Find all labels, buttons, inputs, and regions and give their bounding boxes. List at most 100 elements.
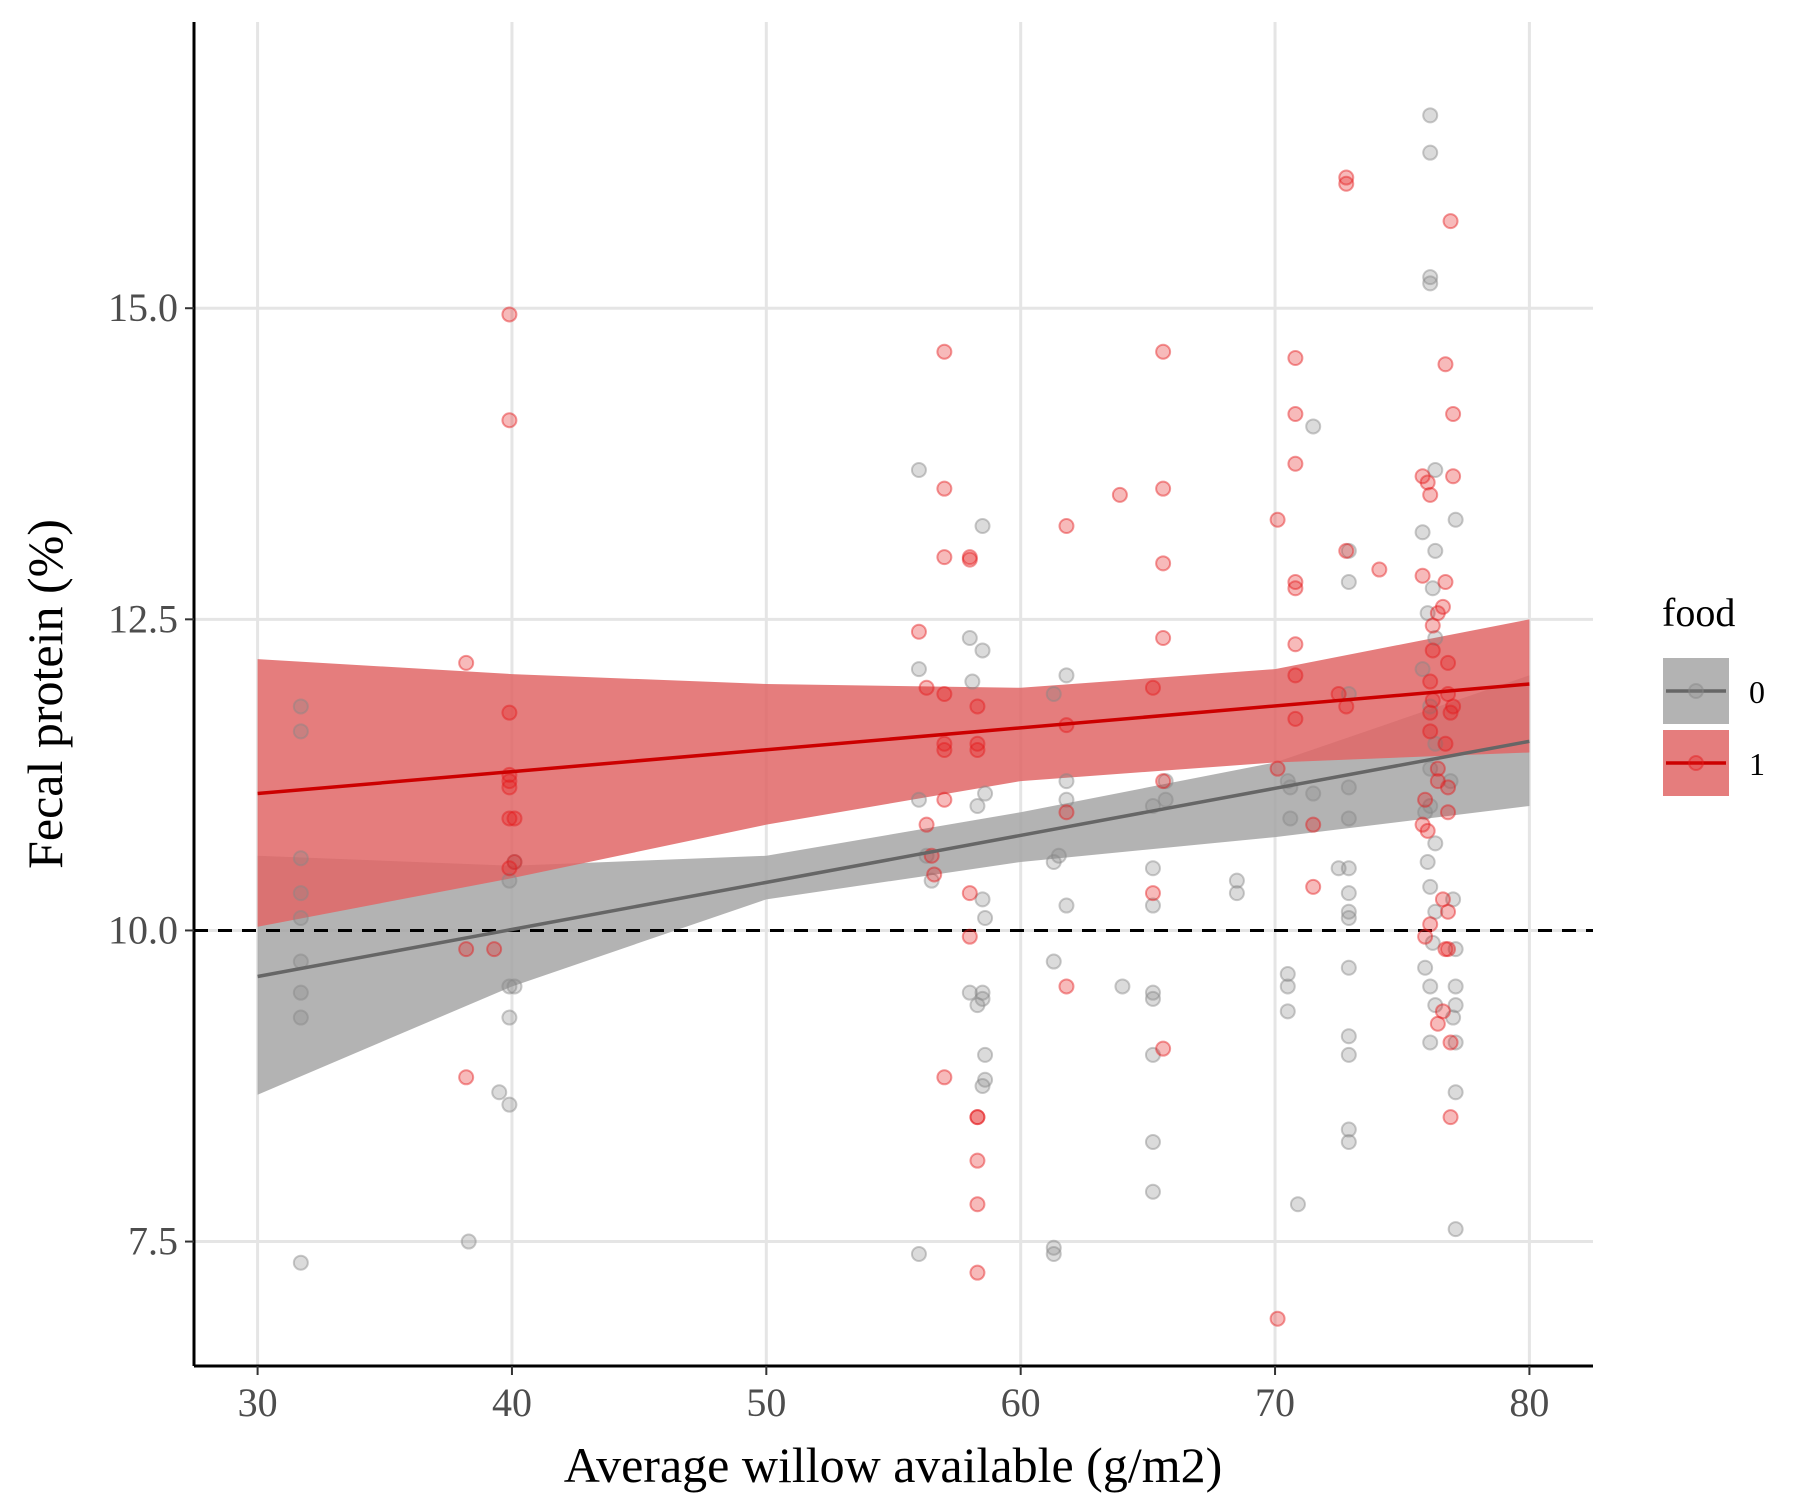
data-point — [1287, 667, 1304, 684]
data-point — [977, 1046, 994, 1063]
data-point — [1422, 107, 1439, 124]
data-point — [974, 1078, 991, 1094]
data-point — [1447, 511, 1464, 528]
data-point — [1338, 175, 1355, 192]
confidence-band — [257, 619, 1530, 927]
data-point — [501, 704, 518, 721]
data-point — [1279, 1003, 1296, 1020]
x-tick-label: 60 — [1001, 1380, 1041, 1425]
data-point — [1287, 406, 1304, 422]
data-point — [506, 854, 523, 870]
data-point — [961, 551, 978, 568]
data-point — [1269, 511, 1286, 528]
data-point — [1279, 966, 1296, 982]
data-point — [1427, 462, 1444, 478]
data-point — [1427, 997, 1444, 1014]
data-point — [974, 518, 991, 534]
data-point — [1417, 928, 1434, 945]
data-point — [977, 785, 994, 802]
data-point — [1058, 667, 1075, 684]
data-point — [1447, 978, 1464, 995]
data-point — [1422, 704, 1439, 721]
data-point — [910, 1246, 927, 1262]
x-tick-label: 80 — [1509, 1380, 1549, 1425]
data-point — [969, 1109, 986, 1126]
data-point — [1305, 418, 1322, 435]
data-point — [1414, 816, 1431, 833]
data-point — [1447, 1084, 1464, 1101]
data-point — [1437, 941, 1454, 958]
data-point — [1340, 810, 1357, 827]
data-point — [1414, 661, 1431, 678]
data-point — [1422, 144, 1439, 161]
data-point — [1144, 990, 1161, 1007]
data-point — [1287, 574, 1304, 590]
data-point — [1045, 1239, 1062, 1256]
data-point — [969, 698, 986, 715]
data-point — [1422, 760, 1439, 777]
data-point — [1340, 885, 1357, 902]
data-point — [1434, 598, 1451, 615]
data-point — [1340, 1134, 1357, 1150]
data-point — [1422, 269, 1439, 286]
data-point — [292, 723, 309, 740]
data-point — [969, 742, 986, 758]
data-point — [1305, 878, 1322, 895]
data-point — [1058, 804, 1075, 821]
data-point — [1445, 1009, 1462, 1026]
data-point — [1422, 798, 1439, 814]
data-point — [292, 910, 309, 926]
confidence-band — [257, 675, 1530, 1095]
data-point — [1155, 1040, 1172, 1057]
data-point — [1429, 760, 1446, 777]
data-point — [1340, 860, 1357, 877]
data-point — [1289, 1196, 1306, 1213]
data-point — [1422, 978, 1439, 995]
data-point — [1424, 580, 1441, 597]
data-point — [506, 978, 523, 995]
data-point — [1269, 1310, 1286, 1327]
data-point — [1287, 455, 1304, 472]
data-point — [1371, 561, 1388, 578]
data-point — [923, 872, 940, 889]
data-point — [501, 773, 518, 790]
data-point — [1155, 343, 1172, 360]
x-tick-label: 40 — [492, 1380, 532, 1425]
y-tick-label: 7.5 — [128, 1219, 178, 1264]
data-point — [1330, 860, 1347, 877]
data-point — [1144, 1134, 1161, 1150]
data-point — [1045, 1246, 1062, 1262]
data-point — [974, 990, 991, 1007]
confidence-bands — [257, 619, 1530, 1095]
data-point — [1157, 791, 1174, 808]
data-point — [1447, 941, 1464, 958]
data-point — [458, 654, 475, 671]
data-point — [1414, 524, 1431, 541]
data-point — [1305, 785, 1322, 802]
legend-label-0: 0 — [1749, 674, 1765, 710]
data-point — [1440, 941, 1457, 958]
data-point — [1422, 878, 1439, 895]
data-point — [1050, 847, 1067, 864]
legend-title: food — [1662, 590, 1735, 635]
data-point — [936, 480, 953, 497]
data-point — [910, 623, 927, 640]
data-point — [1419, 854, 1436, 870]
data-point — [1340, 1046, 1357, 1063]
data-point — [910, 462, 927, 478]
data-point — [501, 1096, 518, 1113]
data-point — [1422, 698, 1439, 715]
data-point — [1445, 698, 1462, 715]
data-point — [1340, 574, 1357, 590]
data-point — [501, 978, 518, 995]
data-point — [1445, 406, 1462, 422]
data-point — [1422, 275, 1439, 292]
data-point — [292, 984, 309, 1001]
legend-label-1: 1 — [1749, 746, 1765, 782]
data-point — [1419, 822, 1436, 839]
data-point — [1429, 605, 1446, 622]
data-point — [969, 997, 986, 1014]
data-point — [1045, 854, 1062, 870]
x-axis-title: Average willow available (g/m2) — [564, 1437, 1223, 1493]
data-point — [1287, 580, 1304, 597]
